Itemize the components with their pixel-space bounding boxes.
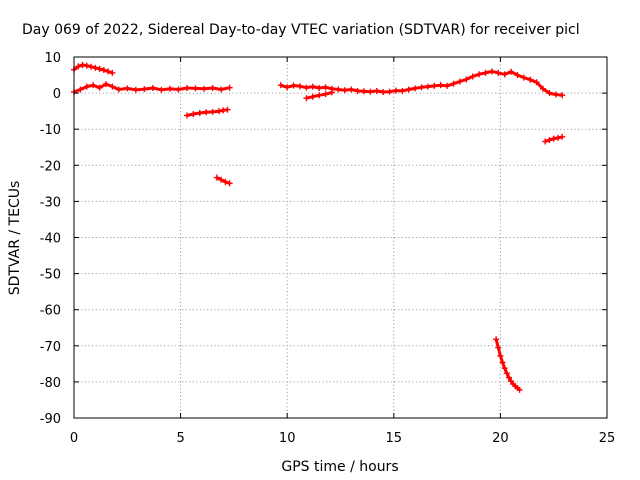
y-tick-label: 10 — [44, 51, 61, 66]
y-tick-label: 0 — [53, 87, 61, 102]
grid — [74, 57, 607, 418]
chart-title: Day 069 of 2022, Sidereal Day-to-day VTE… — [22, 22, 580, 38]
y-tick-label: -10 — [40, 123, 61, 138]
x-tick-label: 25 — [599, 431, 616, 446]
y-tick-label: -80 — [40, 376, 61, 391]
x-tick-label: 10 — [279, 431, 296, 446]
y-tick-label: -60 — [40, 304, 61, 319]
x-tick-label: 0 — [70, 431, 78, 446]
data-series — [71, 61, 566, 393]
y-tick-label: -50 — [40, 268, 61, 283]
y-axis-label: SDTVAR / TECUs — [7, 181, 23, 296]
y-tick-label: -30 — [40, 195, 61, 210]
x-tick-label: 20 — [492, 431, 509, 446]
y-tick-label: -20 — [40, 159, 61, 174]
y-tick-label: -90 — [40, 412, 61, 427]
x-axis-label: GPS time / hours — [281, 459, 398, 475]
x-tick-label: 15 — [386, 431, 403, 446]
x-tick-label: 5 — [176, 431, 184, 446]
axis-ticks: 0 5 10 15 20 25 10 0 -10 -20 -30 -40 -50 -60 -70 -80 -90 — [40, 51, 616, 446]
y-tick-label: -70 — [40, 340, 61, 355]
y-tick-label: -40 — [40, 232, 61, 247]
